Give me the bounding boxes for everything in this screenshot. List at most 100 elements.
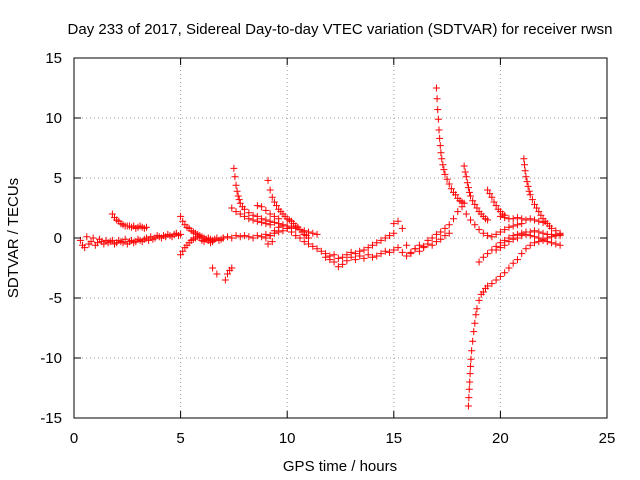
data-point <box>339 260 347 268</box>
data-point <box>270 212 278 220</box>
data-point <box>526 215 534 223</box>
data-point <box>462 210 470 218</box>
data-point <box>266 232 274 240</box>
data-point <box>437 228 445 236</box>
data-point <box>463 179 471 187</box>
y-tick-labels: -15 -10 -5 0 5 10 15 <box>40 50 62 427</box>
data-point <box>552 240 560 248</box>
data-point <box>524 182 532 190</box>
data-point <box>522 173 530 181</box>
data-point <box>501 226 509 234</box>
data-point <box>441 170 449 178</box>
data-point <box>415 241 423 249</box>
data-point <box>313 245 321 253</box>
data-point <box>270 198 278 206</box>
data-point <box>484 186 492 194</box>
data-point <box>368 241 376 249</box>
data-point <box>232 208 240 216</box>
data-point <box>445 229 453 237</box>
data-point <box>381 247 389 255</box>
data-point <box>245 233 253 241</box>
data-point <box>428 234 436 242</box>
data-point <box>390 246 398 254</box>
data-point <box>228 264 236 272</box>
data-point <box>467 192 475 200</box>
series-dip-5h <box>177 233 217 259</box>
data-point <box>343 257 351 265</box>
data-point <box>531 239 539 247</box>
series-plateau-8h <box>228 204 274 229</box>
data-point <box>224 270 232 278</box>
data-point <box>434 115 442 123</box>
data-point <box>475 296 483 304</box>
x-tick-label: 10 <box>279 430 296 447</box>
data-point <box>81 244 89 252</box>
data-point <box>249 234 257 242</box>
data-point <box>253 232 261 240</box>
data-point <box>386 248 394 256</box>
data-point <box>548 224 556 232</box>
data-point <box>177 251 185 259</box>
data-point <box>539 229 547 237</box>
axis-ticks <box>73 57 608 419</box>
data-point <box>484 250 492 258</box>
y-tick-label: 10 <box>45 110 62 127</box>
data-point <box>535 208 543 216</box>
data-point <box>460 162 468 170</box>
data-point <box>441 232 449 240</box>
data-point <box>268 193 276 201</box>
data-point <box>219 234 227 242</box>
series-band-10h <box>262 222 398 262</box>
data-point <box>537 211 545 219</box>
data-point <box>305 234 313 242</box>
data-point <box>121 235 129 243</box>
data-point <box>518 232 526 240</box>
data-point <box>449 215 457 223</box>
data-point <box>462 173 470 181</box>
data-point <box>465 188 473 196</box>
data-point <box>228 234 236 242</box>
data-point <box>501 269 509 277</box>
series-bump-19.5h <box>484 186 509 219</box>
data-point <box>467 362 475 370</box>
data-point <box>472 311 480 319</box>
data-point <box>521 167 529 175</box>
data-point <box>505 264 513 272</box>
data-point <box>492 202 500 210</box>
data-point <box>287 228 295 236</box>
data-point <box>309 242 317 250</box>
data-point <box>253 217 261 225</box>
data-point <box>245 209 253 217</box>
series-spike-18.3h <box>460 162 492 224</box>
x-tick-label: 20 <box>492 430 509 447</box>
data-point <box>179 217 187 225</box>
data-point <box>241 205 249 213</box>
data-point <box>407 250 415 258</box>
data-point <box>428 241 436 249</box>
data-point <box>313 230 321 238</box>
data-point <box>390 220 398 228</box>
data-point <box>501 214 509 222</box>
data-point <box>317 247 325 255</box>
data-point <box>447 185 455 193</box>
data-point <box>296 234 304 242</box>
data-point <box>351 250 359 258</box>
data-point <box>496 228 504 236</box>
series-drop-18.5h <box>464 236 564 410</box>
data-point <box>433 95 441 103</box>
data-point <box>266 210 274 218</box>
data-point <box>368 253 376 261</box>
data-point <box>258 203 266 211</box>
data-point <box>330 251 338 259</box>
data-point <box>224 233 232 241</box>
data-point <box>270 227 278 235</box>
data-point <box>209 238 217 246</box>
data-point <box>466 370 474 378</box>
data-point <box>432 84 440 92</box>
data-point <box>518 250 526 258</box>
series-lower-band-16h <box>394 229 453 260</box>
data-point <box>424 240 432 248</box>
data-points <box>76 84 564 410</box>
data-point <box>390 229 398 237</box>
